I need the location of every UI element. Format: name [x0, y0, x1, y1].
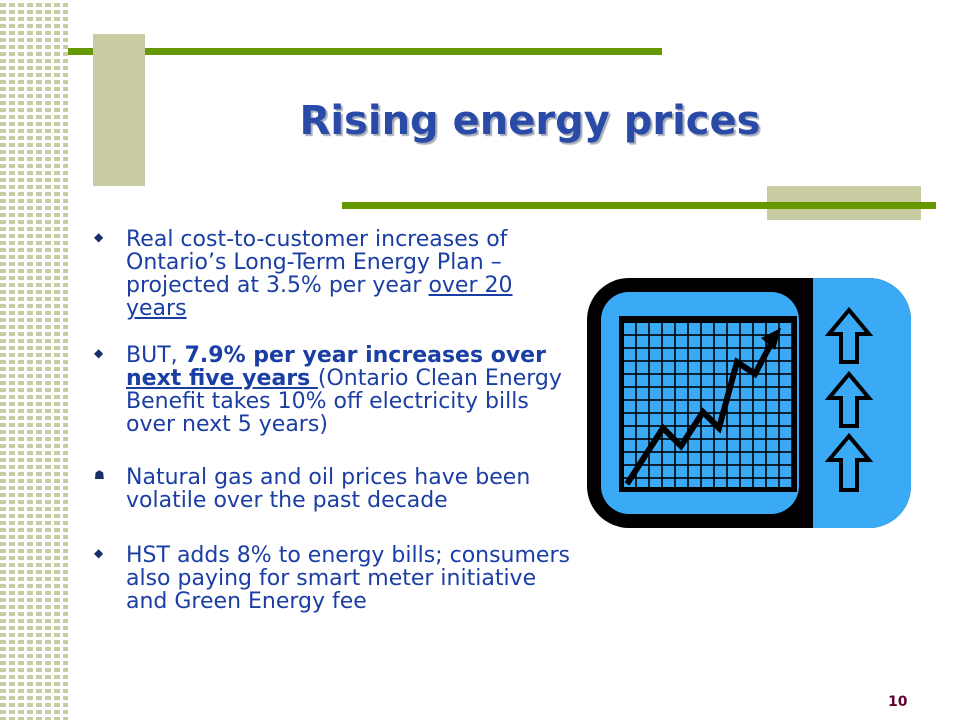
diamond-bullet-icon: ◆ — [94, 230, 104, 244]
up-arrow-icon — [824, 306, 874, 364]
bullet-text: Real cost-to-customer increases of Ontar… — [126, 227, 508, 298]
top-accent-bar — [68, 48, 662, 55]
bullet-text: HST adds 8% to energy bills; consumers a… — [126, 543, 570, 614]
top-accent-block — [93, 34, 145, 186]
bullet-underlined-text: over 20 years — [126, 273, 513, 321]
bullet-item: ◆ BUT, 7.9% per year increases over next… — [92, 344, 572, 436]
up-arrow-icon — [824, 432, 874, 492]
bullet-item: ◆ HST adds 8% to energy bills; consumers… — [92, 544, 572, 613]
page-number: 10 — [888, 694, 908, 710]
diamond-bullet-icon: ◆ — [94, 546, 104, 560]
up-arrow-icon — [824, 370, 874, 428]
bullet-item: ☗ Natural gas and oil prices have been v… — [92, 466, 572, 512]
diamond-bullet-icon: ◆ — [94, 346, 104, 360]
bullet-bold-underlined-text: next five years — [126, 366, 318, 391]
left-striped-pattern — [0, 0, 68, 720]
slide-title: Rising energy prices — [299, 98, 761, 144]
bullet-bold-text: 7.9% per year increases over — [184, 343, 546, 368]
rising-price-chart-icon — [587, 278, 911, 528]
bullet-item: ◆ Real cost-to-customer increases of Ont… — [92, 228, 572, 320]
house-bullet-icon: ☗ — [94, 468, 105, 482]
bullet-list: ◆ Real cost-to-customer increases of Ont… — [92, 228, 572, 613]
bullet-lead-text: BUT, — [126, 343, 185, 368]
bullet-tail-text: (Ontario Clean Energy Benefit takes 10% … — [126, 366, 562, 437]
middle-accent-bar — [342, 202, 936, 209]
bullet-text: Natural gas and oil prices have been vol… — [126, 465, 531, 513]
